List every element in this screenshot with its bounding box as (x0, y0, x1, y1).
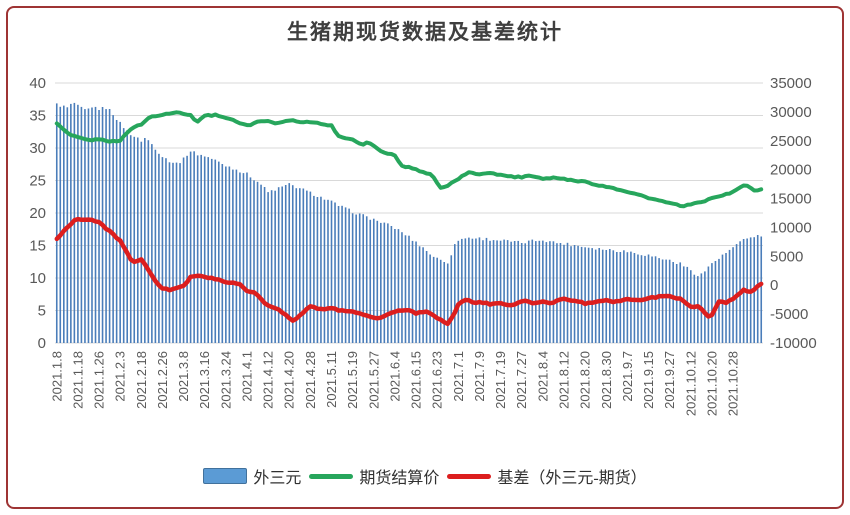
svg-text:2021.5.11: 2021.5.11 (324, 351, 339, 408)
svg-text:30000: 30000 (770, 104, 812, 121)
legend-label: 期货结算价 (359, 470, 440, 487)
svg-text:2021.3.16: 2021.3.16 (197, 351, 212, 409)
svg-text:10000: 10000 (770, 219, 812, 236)
svg-text:10: 10 (29, 270, 46, 287)
svg-text:2021.4.28: 2021.4.28 (303, 351, 318, 409)
svg-text:2021.8.30: 2021.8.30 (599, 351, 614, 409)
bar-series (55, 102, 763, 344)
svg-text:2021.8.20: 2021.8.20 (578, 351, 593, 409)
svg-text:35: 35 (29, 108, 46, 125)
chart-title: 生猪期现货数据及基差统计 (287, 20, 563, 44)
legend-item-0: 外三元 (203, 464, 301, 488)
legend-line-swatch (309, 473, 354, 479)
svg-text:0: 0 (38, 335, 46, 352)
svg-text:35000: 35000 (770, 75, 812, 92)
svg-text:2021.9.7: 2021.9.7 (620, 351, 635, 402)
svg-text:0: 0 (770, 277, 778, 294)
legend-label: 基差（外三元-期货） (497, 470, 647, 487)
svg-text:5000: 5000 (770, 248, 803, 265)
svg-text:2021.3.24: 2021.3.24 (218, 351, 233, 409)
svg-text:2021.5.27: 2021.5.27 (366, 351, 381, 409)
legend: 外三元 期货结算价 基差（外三元-期货） (0, 464, 850, 488)
svg-text:40: 40 (29, 75, 46, 92)
svg-text:2021.2.18: 2021.2.18 (134, 351, 149, 409)
svg-text:2021.2.3: 2021.2.3 (113, 351, 128, 402)
svg-text:15000: 15000 (770, 191, 812, 208)
svg-text:-5000: -5000 (770, 306, 808, 323)
futures-line (54, 110, 764, 209)
svg-text:2021.7.19: 2021.7.19 (493, 351, 508, 409)
svg-text:2021.9.27: 2021.9.27 (662, 351, 677, 409)
svg-text:2021.4.12: 2021.4.12 (261, 351, 276, 409)
svg-text:2021.6.4: 2021.6.4 (387, 351, 402, 402)
svg-text:25000: 25000 (770, 133, 812, 150)
svg-text:2021.6.23: 2021.6.23 (430, 351, 445, 409)
svg-text:2021.7.9: 2021.7.9 (472, 351, 487, 402)
svg-text:2021.3.8: 2021.3.8 (176, 351, 191, 402)
svg-text:2021.7.27: 2021.7.27 (514, 351, 529, 409)
legend-bar-swatch (203, 468, 248, 484)
legend-item-2: 基差（外三元-期货） (447, 464, 647, 488)
svg-text:5: 5 (38, 303, 46, 320)
svg-text:2021.10.20: 2021.10.20 (704, 351, 719, 416)
svg-text:2021.6.15: 2021.6.15 (409, 351, 424, 409)
svg-text:2021.1.26: 2021.1.26 (92, 351, 107, 409)
svg-text:20: 20 (29, 205, 46, 222)
svg-text:2021.5.19: 2021.5.19 (345, 351, 360, 409)
svg-text:2021.4.20: 2021.4.20 (282, 351, 297, 409)
y-axis-left: 40 35 30 25 20 15 10 5 0 (29, 75, 46, 352)
svg-text:15: 15 (29, 238, 46, 255)
svg-text:2021.10.28: 2021.10.28 (726, 351, 741, 416)
y-axis-right: 35000 30000 25000 20000 15000 10000 5000 0 -5000… (770, 75, 817, 352)
svg-text:2021.1.8: 2021.1.8 (49, 351, 64, 402)
legend-line-swatch (447, 473, 492, 479)
svg-text:2021.10.12: 2021.10.12 (683, 351, 698, 416)
svg-text:2021.1.18: 2021.1.18 (70, 351, 85, 409)
x-axis-labels: 2021.1.8 2021.1.18 2021.1.26 2021.2.3 2021.2… (49, 351, 740, 416)
svg-text:2021.9.15: 2021.9.15 (641, 351, 656, 409)
svg-text:2021.8.4: 2021.8.4 (535, 351, 550, 402)
svg-text:2021.2.26: 2021.2.26 (155, 351, 170, 409)
svg-text:30: 30 (29, 140, 46, 157)
basis-line (54, 216, 764, 327)
legend-item-1: 期货结算价 (309, 464, 439, 488)
svg-text:2021.7.1: 2021.7.1 (451, 351, 466, 402)
svg-text:2021.8.12: 2021.8.12 (557, 351, 572, 409)
svg-text:-10000: -10000 (770, 335, 817, 352)
chart-area: 40 35 30 25 20 15 10 5 0 35000 30000 25000 20000 1500… (29, 75, 817, 416)
svg-text:20000: 20000 (770, 162, 812, 179)
legend-label: 外三元 (253, 470, 302, 487)
svg-text:2021.4.1: 2021.4.1 (240, 351, 255, 402)
svg-text:25: 25 (29, 173, 46, 190)
